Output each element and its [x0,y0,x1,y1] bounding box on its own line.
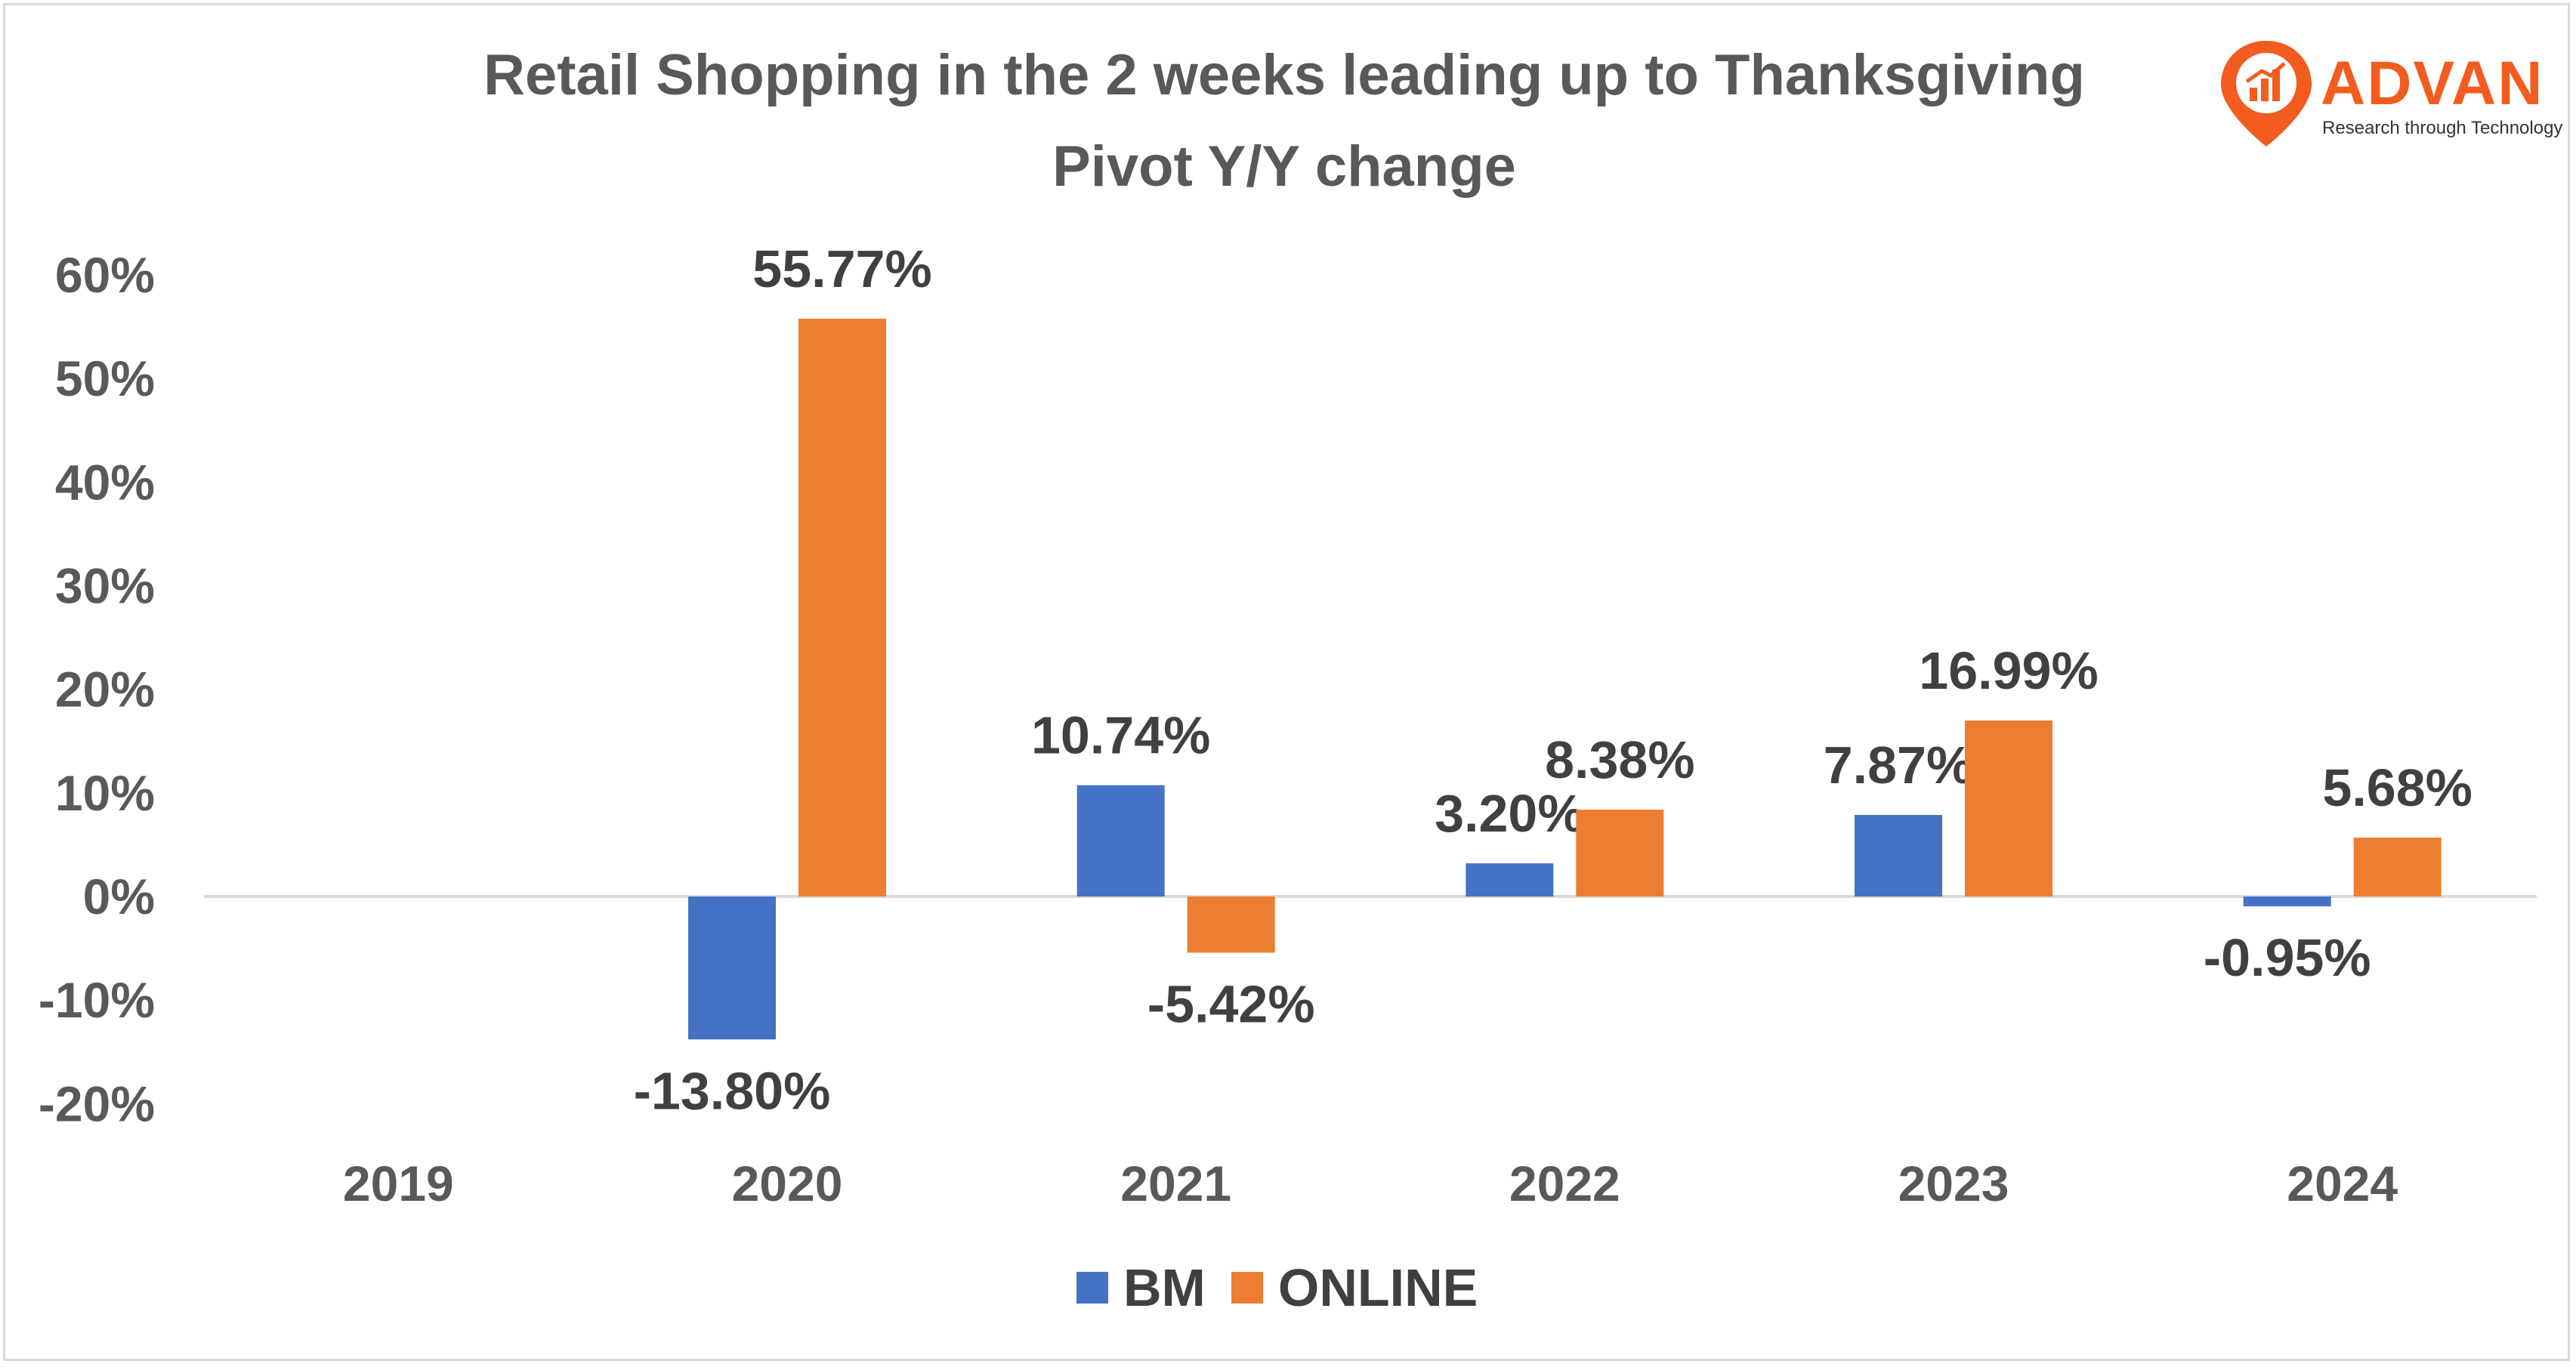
logo-tagline: Research through Technology [2322,118,2563,138]
map-pin-chart-icon [2221,41,2312,147]
legend-label-bm: BM [1123,1258,1206,1317]
x-tick-label: 2020 [732,1156,843,1211]
data-label-online-2024: 5.68% [2322,758,2472,817]
legend-swatch-bm [1076,1272,1108,1304]
data-label-bm-2020: -13.80% [634,1061,831,1120]
y-tick-label: 20% [55,662,155,717]
y-tick-label: 60% [55,247,155,303]
x-tick-label: 2023 [1898,1156,2009,1211]
y-tick-label: 50% [55,350,155,406]
bar-bm-2021 [1076,785,1165,896]
data-label-online-2020: 55.77% [752,239,931,298]
chart-frame [3,3,2570,1361]
x-tick-label: 2021 [1120,1156,1231,1211]
y-tick-label: 40% [55,454,155,510]
data-label-bm-2022: 3.20% [1435,784,1584,843]
x-tick-label: 2019 [343,1156,454,1211]
legend-item-bm: BM [1076,1261,1206,1314]
y-tick-label: 10% [55,765,155,821]
data-label-online-2021: -5.42% [1147,974,1315,1033]
y-tick-label: 30% [55,558,155,614]
x-tick-label: 2024 [2287,1156,2398,1211]
legend-swatch-online [1231,1272,1263,1304]
bar-bm-2023 [1855,815,1942,896]
chart-subtitle: Pivot Y/Y change [1052,134,1516,199]
bar-online-2023 [1965,720,2052,896]
y-tick-label: 0% [83,869,155,924]
bar-bm-2024 [2243,896,2331,907]
bar-bm-2022 [1466,863,1554,896]
legend: BM ONLINE [1076,1261,1478,1314]
bar-online-2021 [1187,896,1275,953]
bar-online-2020 [798,319,886,897]
data-label-online-2022: 8.38% [1545,730,1694,789]
data-label-bm-2023: 7.87% [1824,736,1973,795]
advan-logo: ADVAN Research through Technology [2213,36,2562,150]
legend-item-online: ONLINE [1231,1261,1478,1314]
legend-label-online: ONLINE [1277,1258,1478,1317]
bar-online-2022 [1576,810,1664,896]
bar-bm-2020 [688,896,776,1040]
data-label-bm-2021: 10.74% [1031,706,1210,765]
chart-title: Retail Shopping in the 2 weeks leading u… [483,43,2085,107]
y-tick-label: -20% [39,1075,155,1131]
x-tick-label: 2022 [1509,1156,1620,1211]
bar-online-2024 [2353,838,2442,896]
y-tick-label: -10% [39,972,155,1028]
data-label-online-2023: 16.99% [1919,641,2098,700]
logo-brand: ADVAN [2321,49,2544,118]
data-label-bm-2024: -0.95% [2204,928,2371,987]
